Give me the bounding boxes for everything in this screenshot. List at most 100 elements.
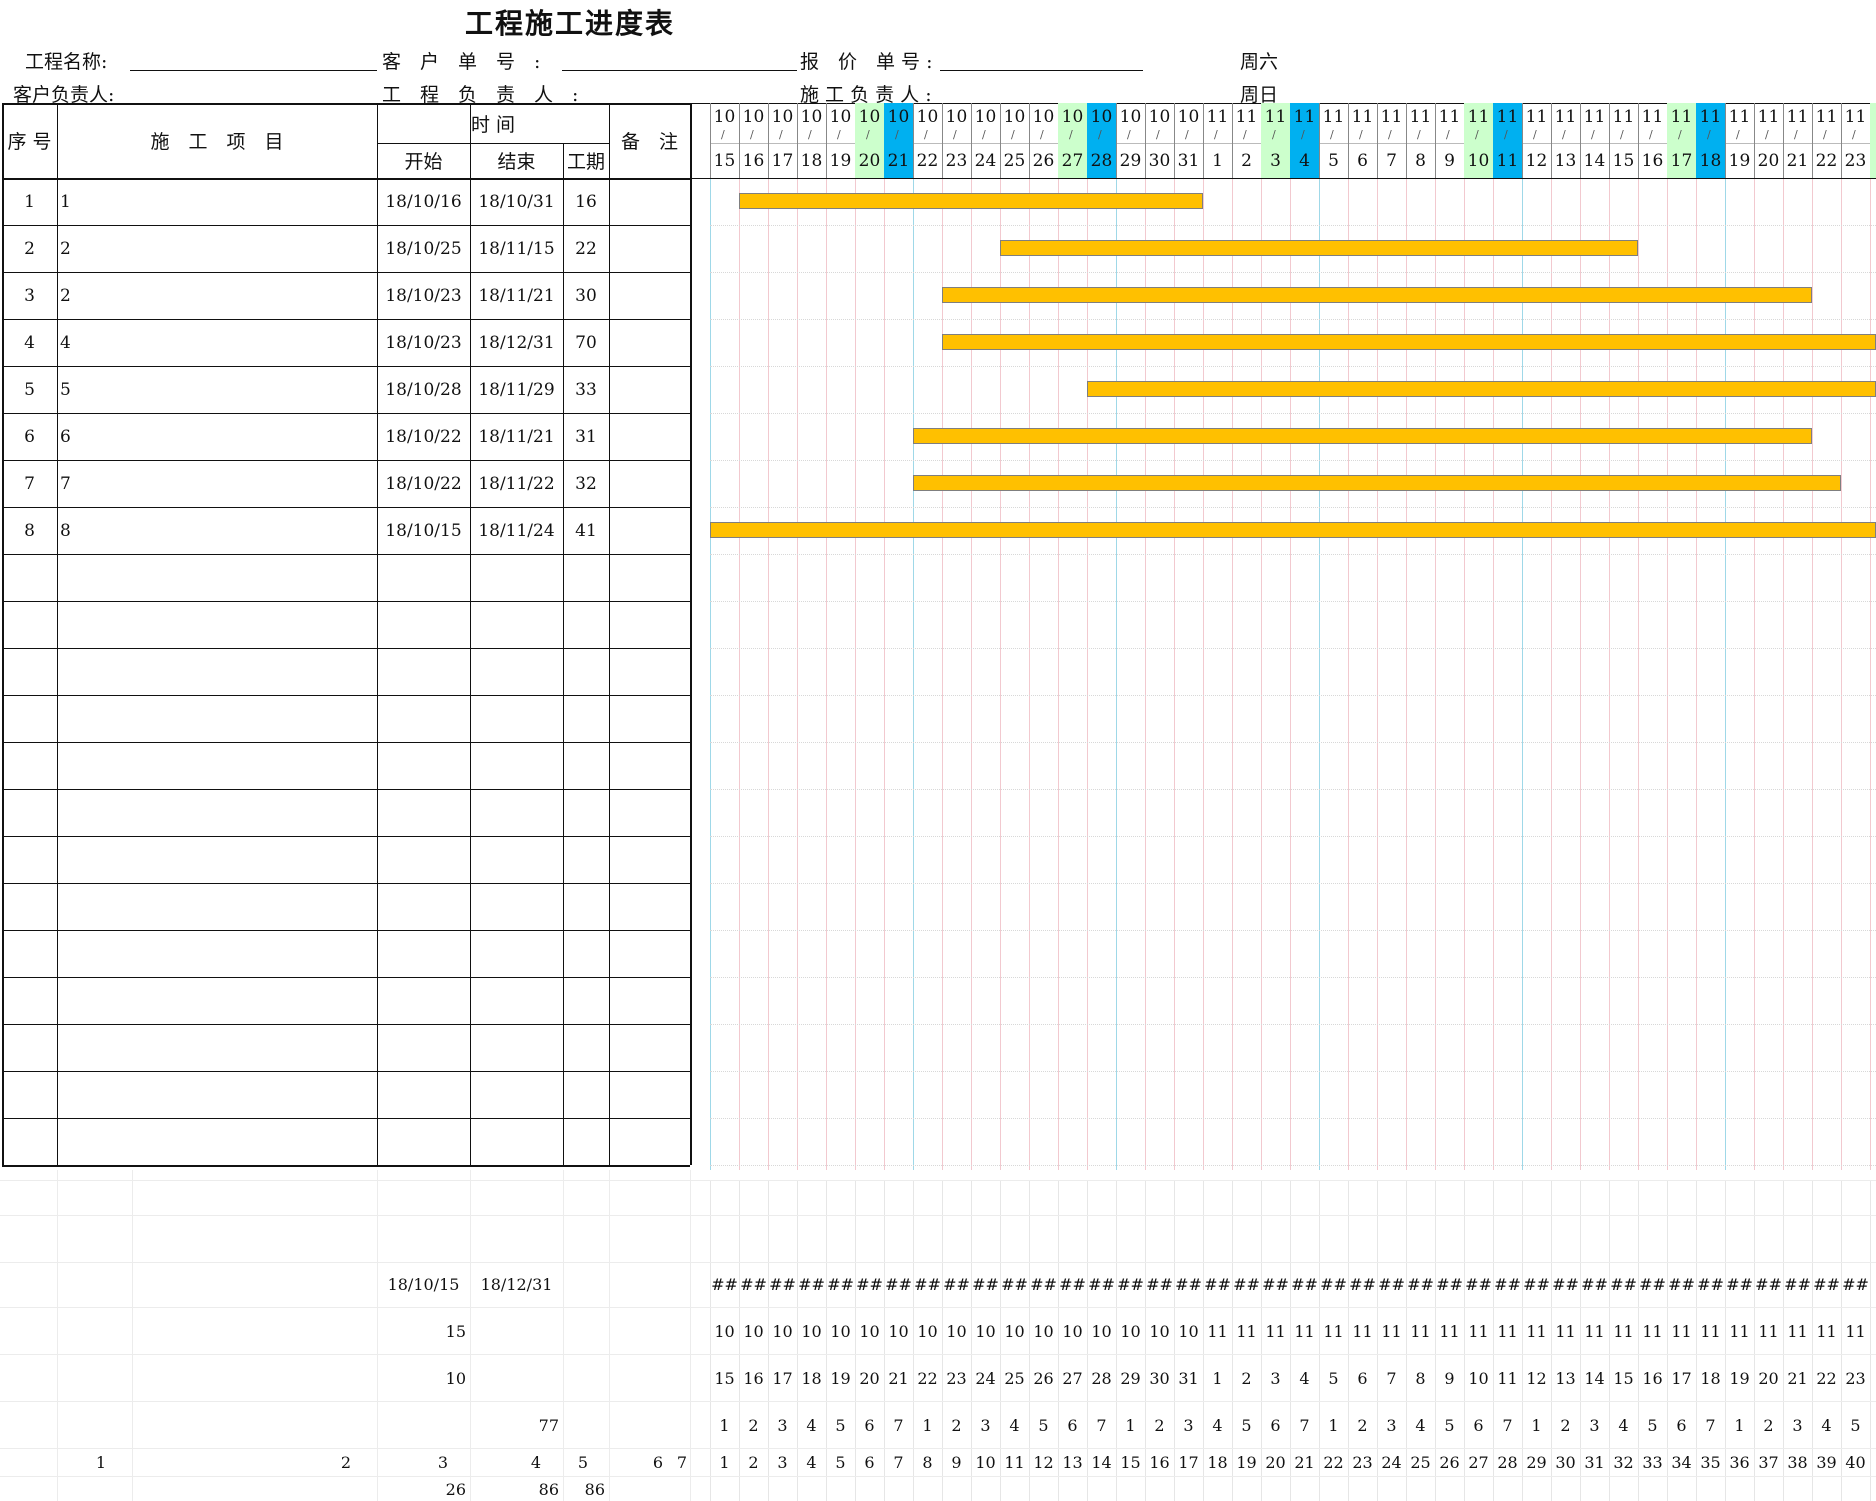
row-start[interactable]: 18/10/23 bbox=[385, 285, 462, 306]
empty-cell[interactable] bbox=[563, 554, 609, 601]
empty-cell[interactable] bbox=[470, 1071, 563, 1118]
empty-cell[interactable] bbox=[57, 695, 377, 742]
row-remark[interactable] bbox=[609, 413, 690, 460]
row-remark[interactable] bbox=[609, 272, 690, 319]
row-remark[interactable] bbox=[609, 319, 690, 366]
empty-cell[interactable] bbox=[377, 1024, 470, 1071]
empty-cell[interactable] bbox=[563, 1071, 609, 1118]
empty-cell[interactable] bbox=[470, 601, 563, 648]
empty-cell[interactable] bbox=[470, 1024, 563, 1071]
empty-cell[interactable] bbox=[377, 1071, 470, 1118]
empty-cell[interactable] bbox=[377, 742, 470, 789]
empty-cell[interactable] bbox=[609, 836, 690, 883]
empty-cell[interactable] bbox=[2, 1024, 57, 1071]
empty-cell[interactable] bbox=[563, 695, 609, 742]
empty-cell[interactable] bbox=[563, 648, 609, 695]
empty-cell[interactable] bbox=[377, 977, 470, 1024]
empty-cell[interactable] bbox=[470, 789, 563, 836]
empty-cell[interactable] bbox=[563, 1118, 609, 1165]
empty-cell[interactable] bbox=[563, 742, 609, 789]
row-remark[interactable] bbox=[609, 507, 690, 554]
row-start[interactable]: 18/10/22 bbox=[385, 426, 462, 447]
empty-cell[interactable] bbox=[563, 836, 609, 883]
row-end[interactable]: 18/11/24 bbox=[478, 520, 555, 541]
gantt-bar[interactable] bbox=[739, 193, 1203, 209]
empty-cell[interactable] bbox=[563, 930, 609, 977]
empty-cell[interactable] bbox=[57, 601, 377, 648]
row-remark[interactable] bbox=[609, 225, 690, 272]
empty-cell[interactable] bbox=[2, 883, 57, 930]
row-start[interactable]: 18/10/23 bbox=[385, 332, 462, 353]
empty-cell[interactable] bbox=[377, 695, 470, 742]
row-start[interactable]: 18/10/16 bbox=[385, 191, 462, 212]
gantt-bar[interactable] bbox=[913, 475, 1841, 491]
empty-cell[interactable] bbox=[2, 554, 57, 601]
row-end[interactable]: 18/11/15 bbox=[478, 238, 555, 259]
empty-cell[interactable] bbox=[470, 648, 563, 695]
empty-cell[interactable] bbox=[609, 695, 690, 742]
gantt-bar[interactable] bbox=[710, 522, 1876, 538]
empty-cell[interactable] bbox=[2, 789, 57, 836]
empty-cell[interactable] bbox=[609, 977, 690, 1024]
empty-cell[interactable] bbox=[563, 601, 609, 648]
empty-cell[interactable] bbox=[377, 554, 470, 601]
row-item[interactable]: 7 bbox=[60, 473, 71, 494]
row-item[interactable]: 8 bbox=[60, 520, 71, 541]
row-end[interactable]: 18/11/29 bbox=[478, 379, 555, 400]
empty-cell[interactable] bbox=[2, 601, 57, 648]
empty-cell[interactable] bbox=[609, 1024, 690, 1071]
row-item[interactable]: 2 bbox=[60, 285, 71, 306]
row-item[interactable]: 2 bbox=[60, 238, 71, 259]
row-remark[interactable] bbox=[609, 460, 690, 507]
empty-cell[interactable] bbox=[2, 977, 57, 1024]
row-end[interactable]: 18/10/31 bbox=[478, 191, 555, 212]
empty-cell[interactable] bbox=[2, 930, 57, 977]
empty-cell[interactable] bbox=[470, 930, 563, 977]
row-end[interactable]: 18/11/21 bbox=[478, 285, 555, 306]
empty-cell[interactable] bbox=[609, 1118, 690, 1165]
empty-cell[interactable] bbox=[609, 554, 690, 601]
empty-cell[interactable] bbox=[57, 1071, 377, 1118]
empty-cell[interactable] bbox=[57, 554, 377, 601]
gantt-bar[interactable] bbox=[942, 334, 1876, 350]
row-item[interactable]: 1 bbox=[60, 191, 71, 212]
row-end[interactable]: 18/12/31 bbox=[478, 332, 555, 353]
empty-cell[interactable] bbox=[609, 1071, 690, 1118]
empty-cell[interactable] bbox=[2, 1071, 57, 1118]
empty-cell[interactable] bbox=[470, 695, 563, 742]
empty-cell[interactable] bbox=[377, 601, 470, 648]
empty-cell[interactable] bbox=[57, 1118, 377, 1165]
empty-cell[interactable] bbox=[377, 648, 470, 695]
row-start[interactable]: 18/10/28 bbox=[385, 379, 462, 400]
empty-cell[interactable] bbox=[563, 789, 609, 836]
empty-cell[interactable] bbox=[377, 1118, 470, 1165]
row-item[interactable]: 4 bbox=[60, 332, 71, 353]
empty-cell[interactable] bbox=[57, 883, 377, 930]
empty-cell[interactable] bbox=[470, 1118, 563, 1165]
empty-cell[interactable] bbox=[57, 930, 377, 977]
empty-cell[interactable] bbox=[2, 1118, 57, 1165]
empty-cell[interactable] bbox=[609, 883, 690, 930]
empty-cell[interactable] bbox=[57, 789, 377, 836]
project-name-field[interactable] bbox=[130, 70, 377, 71]
row-item[interactable]: 5 bbox=[60, 379, 71, 400]
quote-order-field[interactable] bbox=[940, 70, 1143, 71]
empty-cell[interactable] bbox=[2, 695, 57, 742]
row-start[interactable]: 18/10/25 bbox=[385, 238, 462, 259]
row-remark[interactable] bbox=[609, 366, 690, 413]
empty-cell[interactable] bbox=[609, 789, 690, 836]
empty-cell[interactable] bbox=[609, 648, 690, 695]
empty-cell[interactable] bbox=[470, 554, 563, 601]
client-order-field[interactable] bbox=[562, 70, 797, 71]
gantt-bar[interactable] bbox=[1000, 240, 1638, 256]
empty-cell[interactable] bbox=[57, 1024, 377, 1071]
row-remark[interactable] bbox=[609, 178, 690, 225]
empty-cell[interactable] bbox=[470, 836, 563, 883]
row-start[interactable]: 18/10/15 bbox=[385, 520, 462, 541]
gantt-bar[interactable] bbox=[913, 428, 1812, 444]
empty-cell[interactable] bbox=[563, 977, 609, 1024]
empty-cell[interactable] bbox=[2, 648, 57, 695]
row-end[interactable]: 18/11/22 bbox=[478, 473, 555, 494]
empty-cell[interactable] bbox=[2, 742, 57, 789]
empty-cell[interactable] bbox=[470, 883, 563, 930]
